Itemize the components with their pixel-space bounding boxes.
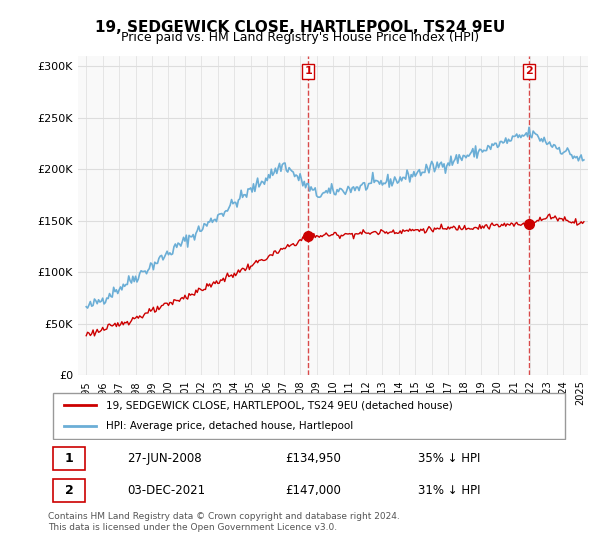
Text: HPI: Average price, detached house, Hartlepool: HPI: Average price, detached house, Hart… <box>106 421 353 431</box>
FancyBboxPatch shape <box>53 479 85 502</box>
Text: 31% ↓ HPI: 31% ↓ HPI <box>418 484 480 497</box>
FancyBboxPatch shape <box>53 393 565 438</box>
Text: 2: 2 <box>65 484 73 497</box>
FancyBboxPatch shape <box>53 447 85 470</box>
Text: 1: 1 <box>304 67 312 77</box>
Text: 35% ↓ HPI: 35% ↓ HPI <box>418 452 480 465</box>
Text: 2: 2 <box>525 67 533 77</box>
Text: 03-DEC-2021: 03-DEC-2021 <box>127 484 205 497</box>
Text: Price paid vs. HM Land Registry's House Price Index (HPI): Price paid vs. HM Land Registry's House … <box>121 31 479 44</box>
Text: £147,000: £147,000 <box>286 484 341 497</box>
Text: 19, SEDGEWICK CLOSE, HARTLEPOOL, TS24 9EU (detached house): 19, SEDGEWICK CLOSE, HARTLEPOOL, TS24 9E… <box>106 400 453 410</box>
Text: Contains HM Land Registry data © Crown copyright and database right 2024.
This d: Contains HM Land Registry data © Crown c… <box>48 512 400 532</box>
Text: 1: 1 <box>65 452 73 465</box>
Text: 19, SEDGEWICK CLOSE, HARTLEPOOL, TS24 9EU: 19, SEDGEWICK CLOSE, HARTLEPOOL, TS24 9E… <box>95 20 505 35</box>
Text: £134,950: £134,950 <box>286 452 341 465</box>
Text: 27-JUN-2008: 27-JUN-2008 <box>127 452 202 465</box>
